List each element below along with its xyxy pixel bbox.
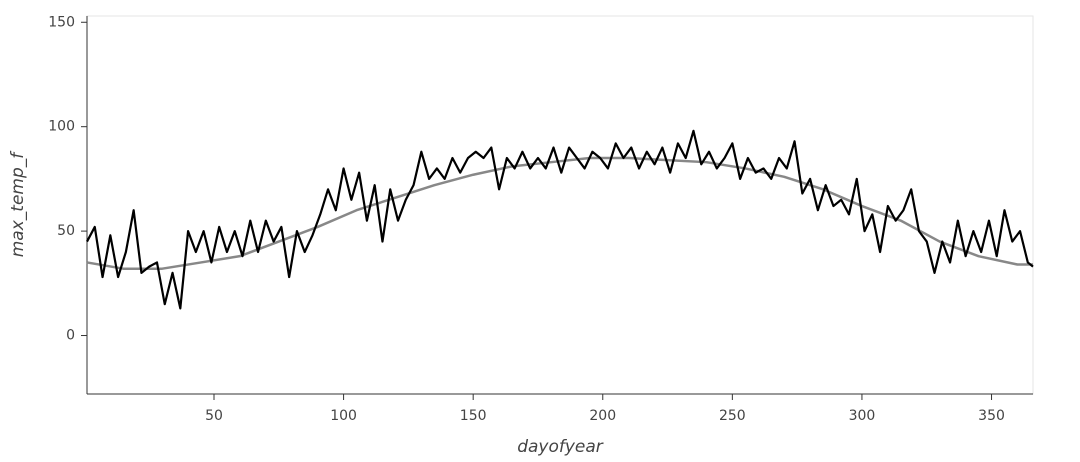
y-tick-label: 100 [48,119,75,135]
x-tick-label: 50 [205,408,223,424]
x-tick-label: 300 [849,408,876,424]
y-axis-label: max_temp_f [8,150,28,258]
x-axis-label: dayofyear [517,437,604,457]
x-tick-label: 200 [589,408,616,424]
y-tick-label: 50 [57,223,75,239]
x-tick-label: 150 [460,408,487,424]
x-tick-label: 250 [719,408,746,424]
x-tick-label: 100 [330,408,357,424]
y-tick-label: 0 [66,328,75,344]
y-tick-label: 150 [48,14,75,30]
series-line [86,129,1034,310]
plot-frame [86,15,1034,395]
x-tick-label: 350 [978,408,1005,424]
